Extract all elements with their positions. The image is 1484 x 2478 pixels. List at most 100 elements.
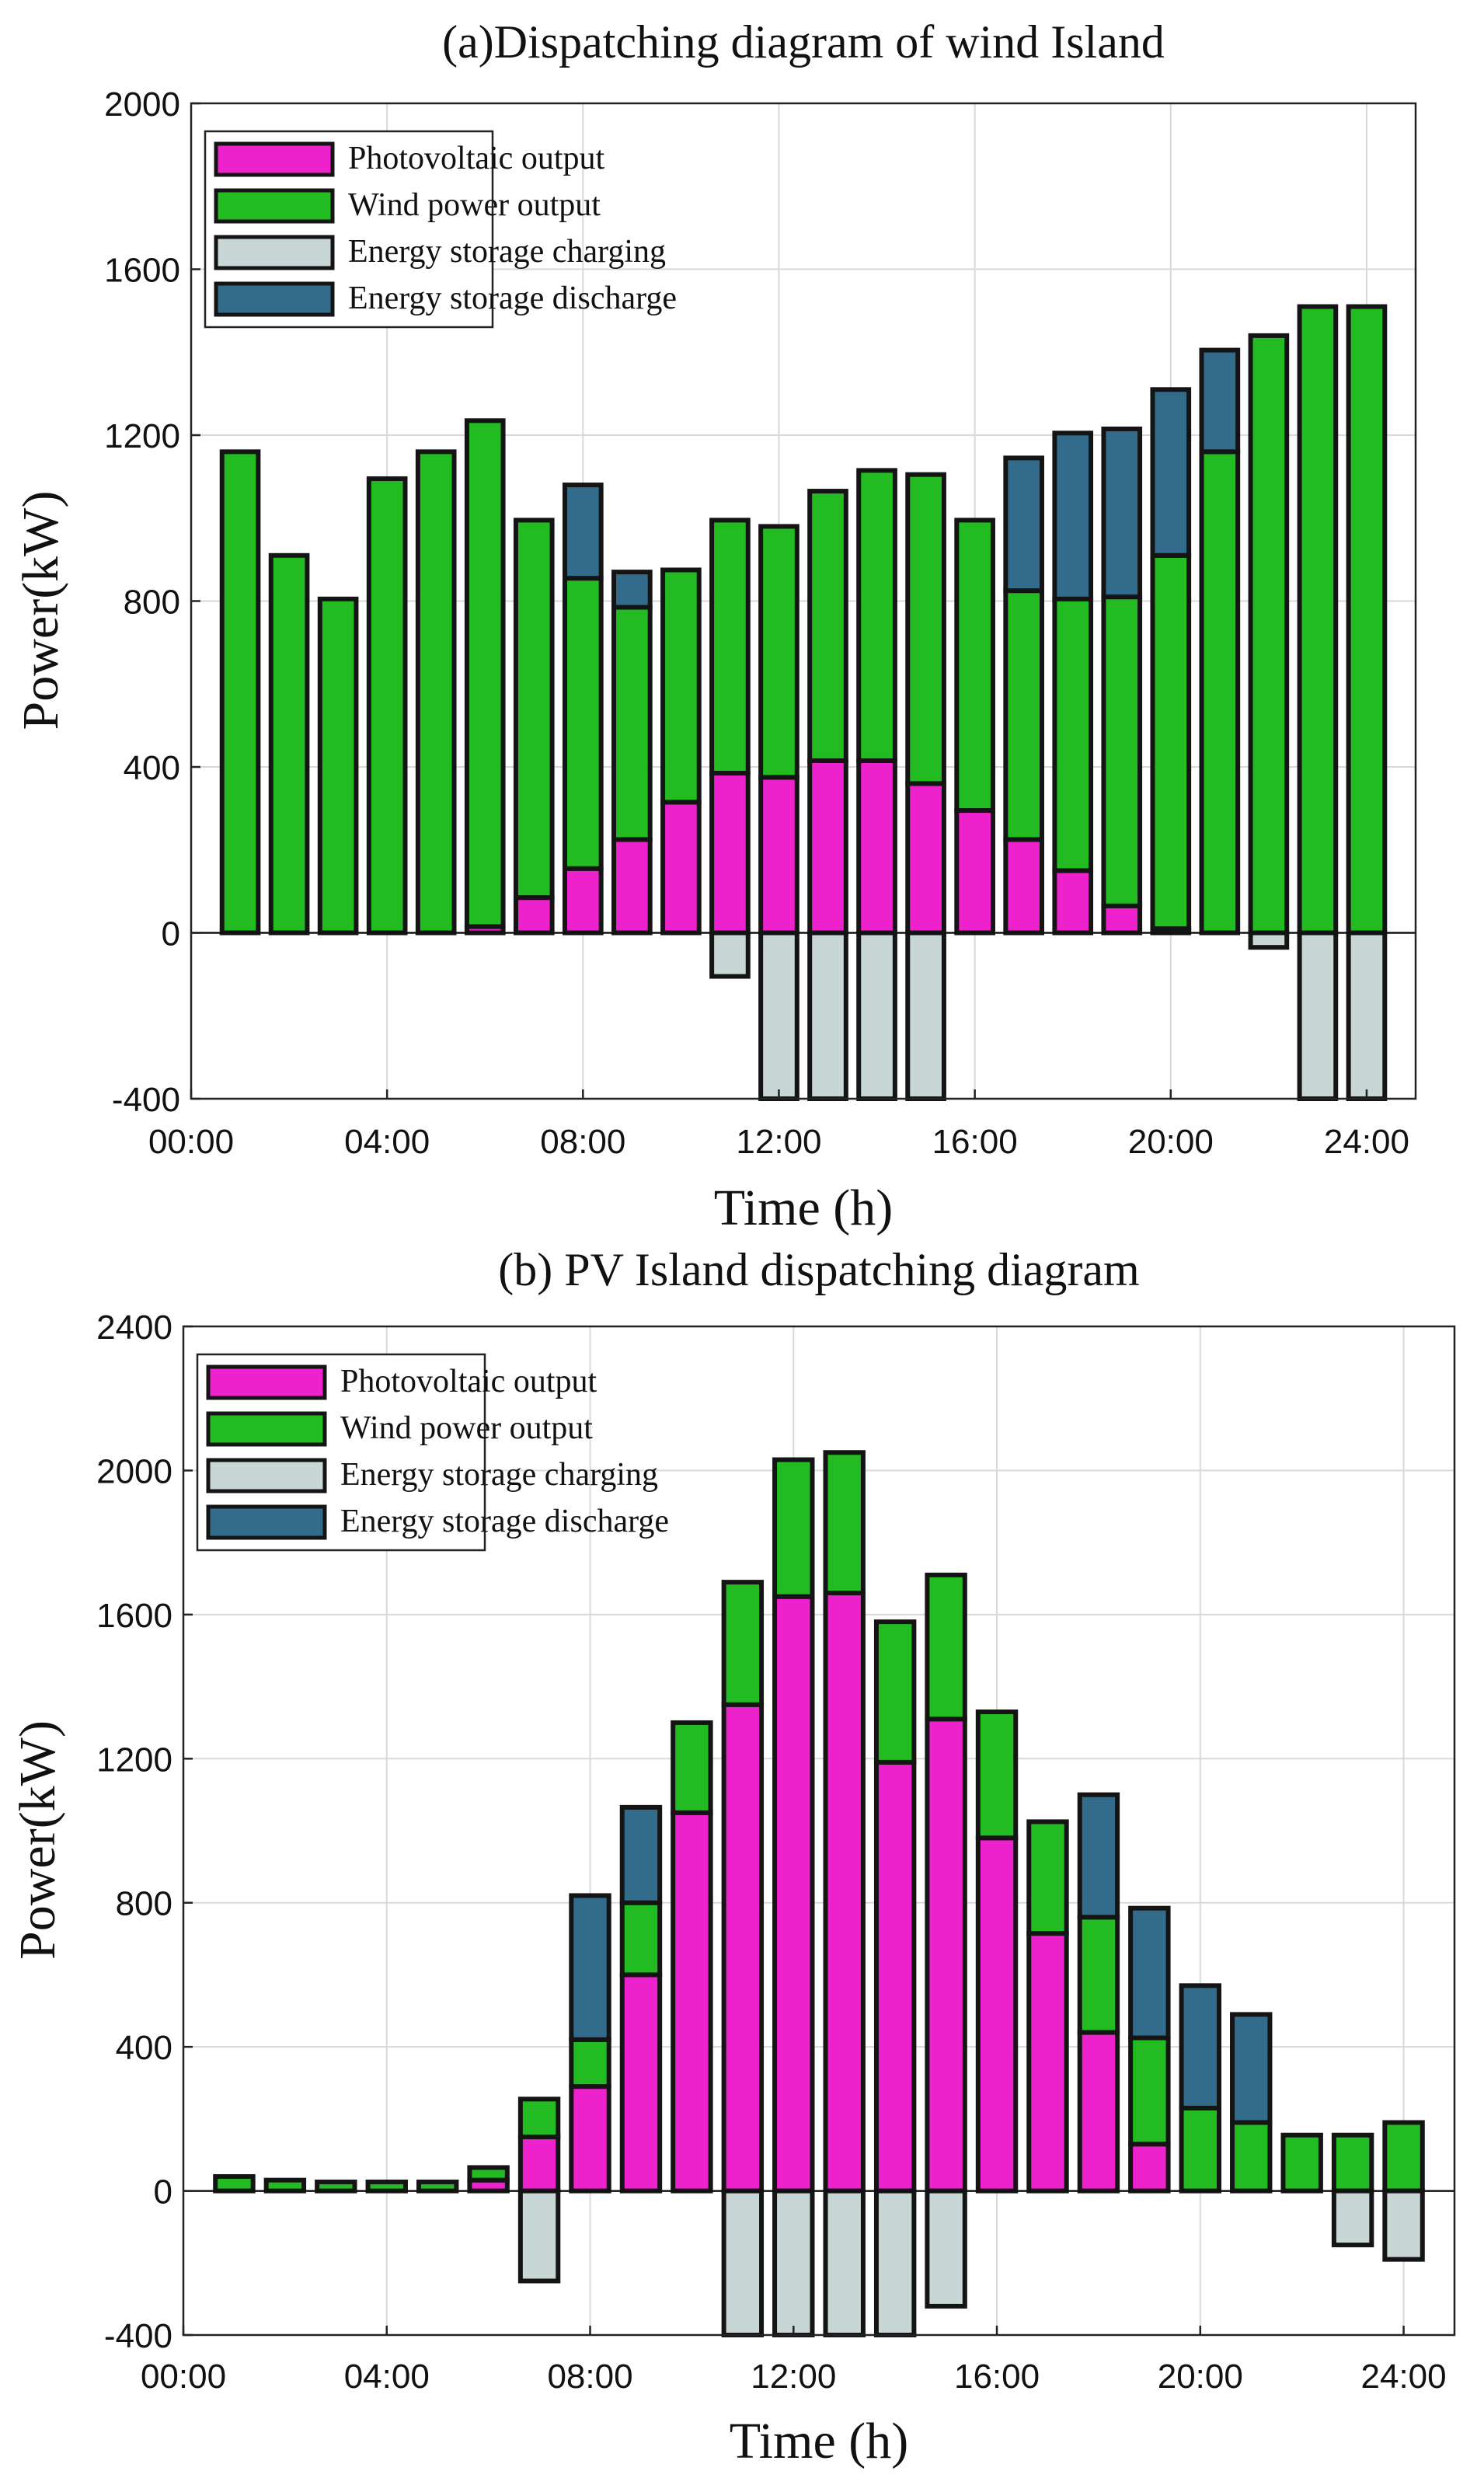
bar-wind-power-output	[1128, 2035, 1171, 2147]
bar-energy-storage-discharge	[619, 1804, 663, 1905]
bar-wind-power-output	[415, 449, 457, 936]
legend-label: Photovoltaic output	[348, 141, 604, 176]
y-tick-label: -400	[112, 1081, 180, 1119]
bar-energy-storage-charging	[856, 930, 897, 1101]
legend: Photovoltaic output Wind power output Ener…	[204, 130, 677, 329]
bar-energy-storage-discharge	[1052, 430, 1094, 601]
legend-swatch	[206, 1411, 327, 1447]
bar-energy-storage-discharge	[611, 570, 653, 610]
bar-wind-power-output	[517, 2096, 561, 2140]
legend-label: Wind power output	[348, 187, 601, 223]
bar-energy-storage-discharge	[562, 483, 604, 581]
bar-wind-power-output	[1052, 596, 1094, 873]
bar-photovoltaic-output	[758, 775, 799, 936]
bar-energy-storage-charging	[1346, 930, 1388, 1101]
bar-energy-storage-discharge	[1128, 1905, 1171, 2041]
bar-wind-power-output	[1026, 1819, 1069, 1936]
bar-photovoltaic-output	[611, 837, 653, 936]
bar-energy-storage-charging	[823, 2188, 866, 2338]
y-tick-label: 800	[124, 584, 180, 622]
bar-wind-power-output	[569, 2037, 611, 2089]
legend-label: Energy storage charging	[340, 1457, 658, 1493]
bar-wind-power-output	[219, 449, 261, 936]
x-tick-label: 08:00	[547, 2358, 632, 2396]
y-axis-label: Power(kW)	[12, 491, 69, 730]
bar-energy-storage-discharge	[1179, 1983, 1222, 2110]
bar-energy-storage-charging	[905, 930, 946, 1101]
bar-wind-power-output	[365, 2179, 408, 2194]
bar-photovoltaic-output	[905, 781, 946, 936]
bar-energy-storage-charging	[1297, 930, 1339, 1101]
bar-energy-storage-charging	[721, 2188, 765, 2338]
bars	[219, 304, 1388, 1101]
bar-wind-power-output	[721, 1580, 765, 1707]
y-tick-label: 2400	[96, 1309, 172, 1347]
legend-swatch	[206, 1458, 327, 1493]
bar-photovoltaic-output	[856, 758, 897, 936]
legend-label: Energy storage charging	[348, 234, 666, 270]
bar-wind-power-output	[315, 2179, 357, 2194]
chart-panel-b: -400 0 400 800 1200 1600 2000 2400 00:00 04:00 08:…	[9, 1244, 1456, 2469]
bars	[213, 1450, 1425, 2338]
legend-swatch	[214, 235, 335, 270]
bar-wind-power-output	[1230, 2120, 1273, 2194]
bar-photovoltaic-output	[1101, 903, 1143, 936]
bar-photovoltaic-output	[671, 1810, 713, 2194]
bar-wind-power-output	[513, 518, 555, 901]
bar-energy-storage-discharge	[1199, 347, 1241, 455]
bar-energy-storage-charging	[807, 930, 848, 1101]
y-tick-label: 1200	[104, 417, 180, 455]
bar-energy-storage-discharge	[1101, 426, 1143, 600]
y-tick-label: 800	[116, 1885, 172, 1923]
bar-photovoltaic-output	[772, 1594, 815, 2194]
y-axis-label: Power(kW)	[9, 1720, 66, 1960]
bar-wind-power-output	[268, 552, 310, 936]
legend-swatch	[214, 141, 335, 177]
bar-photovoltaic-output	[1052, 868, 1094, 936]
bar-wind-power-output	[1297, 304, 1339, 936]
bar-wind-power-output	[873, 1619, 917, 1765]
y-tick-label: 2000	[104, 85, 180, 124]
bar-wind-power-output	[213, 2174, 256, 2194]
bar-energy-storage-charging	[925, 2188, 967, 2309]
y-tick-label: 1600	[96, 1597, 172, 1635]
bar-energy-storage-discharge	[1003, 455, 1045, 594]
bar-photovoltaic-output	[823, 1591, 866, 2194]
bar-photovoltaic-output	[1128, 2142, 1171, 2194]
bar-wind-power-output	[1077, 1915, 1120, 2035]
y-tick-label: 400	[116, 2029, 172, 2067]
legend-label: Energy storage discharge	[348, 281, 677, 316]
bar-wind-power-output	[1382, 2120, 1425, 2194]
bar-wind-power-output	[317, 596, 359, 936]
legend-swatch	[214, 188, 335, 224]
y-tick-label: 0	[154, 2173, 172, 2211]
bar-wind-power-output	[263, 2177, 307, 2194]
bar-photovoltaic-output	[721, 1702, 765, 2194]
x-tick-label: 00:00	[148, 1123, 234, 1161]
bar-photovoltaic-output	[709, 771, 751, 936]
x-tick-label: 04:00	[344, 2358, 430, 2396]
x-axis-label: Time (h)	[714, 1180, 893, 1236]
x-axis-label: Time (h)	[730, 2413, 908, 2469]
bar-energy-storage-charging	[517, 2188, 561, 2284]
x-tick-label: 08:00	[540, 1123, 625, 1161]
bar-energy-storage-charging	[772, 2188, 815, 2338]
x-tick-label: 20:00	[1158, 2358, 1243, 2396]
bar-energy-storage-charging	[1382, 2188, 1425, 2262]
bar-energy-storage-discharge	[1230, 2012, 1273, 2125]
chart-title: (a)Dispatching diagram of wind Island	[442, 16, 1165, 68]
x-tick-label: 12:00	[751, 2358, 836, 2396]
legend-swatch	[206, 1504, 327, 1540]
bar-wind-power-output	[709, 518, 751, 776]
bar-wind-power-output	[772, 1457, 815, 1599]
chart-title: (b) PV Island dispatching diagram	[498, 1244, 1139, 1295]
bar-wind-power-output	[1179, 2105, 1222, 2194]
x-tick-label: 04:00	[344, 1123, 430, 1161]
bar-wind-power-output	[562, 576, 604, 871]
y-tick-label: 1600	[104, 252, 180, 290]
legend: Photovoltaic output Wind power output Ener…	[196, 1353, 669, 1552]
bar-photovoltaic-output	[513, 895, 555, 936]
bar-wind-power-output	[1280, 2132, 1323, 2194]
x-tick-label: 24:00	[1324, 1123, 1409, 1161]
